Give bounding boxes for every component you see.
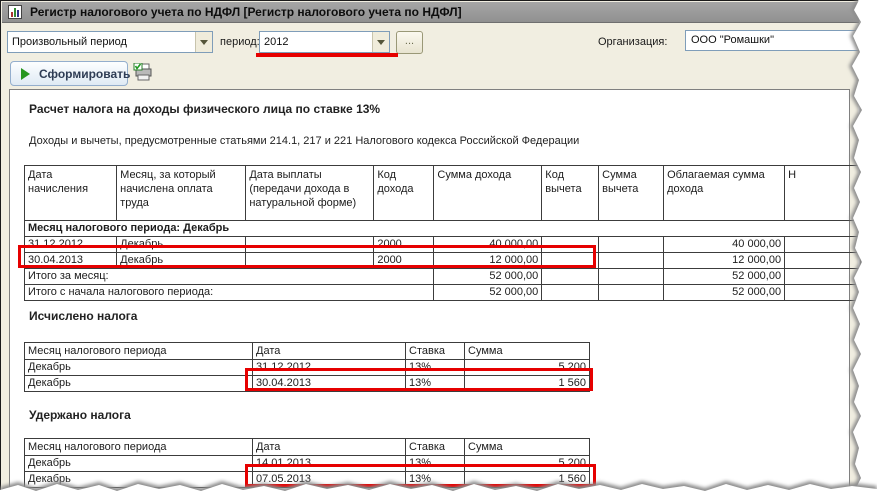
report-title: Расчет налога на доходы физического лица… [29, 102, 381, 116]
cell: 52 000,00 [433, 284, 543, 301]
toolbar: Произвольный период период: 2012 ... Орг… [2, 23, 860, 89]
period-value: 2012 [264, 36, 289, 48]
cell: 1 560 [464, 375, 590, 392]
withheld-table: Месяц налогового периода Дата Ставка Сум… [24, 438, 590, 488]
cell [541, 268, 600, 285]
col-header: Н [784, 165, 861, 221]
cell: 30.04.2013 [24, 252, 118, 269]
period-label: период: [220, 36, 260, 48]
col-header: Код дохода [373, 165, 435, 221]
group-label: Месяц налогового периода: Декабрь [24, 220, 861, 237]
cell [541, 284, 600, 301]
window-title: Регистр налогового учета по НДФЛ [Регист… [30, 5, 462, 19]
col-header: Ставка [405, 438, 465, 456]
report-icon [8, 5, 22, 19]
income-table-wrap: Дата начисления Месяц, за который начисл… [24, 165, 861, 301]
cell: 52 000,00 [433, 268, 543, 285]
cell: 40 000,00 [663, 236, 786, 253]
calculated-header-row: Месяц налогового периода Дата Ставка Сум… [24, 342, 590, 360]
cell: 13% [405, 375, 465, 392]
cell [598, 252, 665, 269]
col-header: Сумма [464, 438, 590, 456]
period-type-select[interactable]: Произвольный период [7, 31, 213, 53]
calculated-row-highlighted[interactable]: Декабрь 30.04.2013 13% 1 560 [24, 375, 590, 392]
torn-edge-bottom [0, 481, 877, 501]
torn-edge-right [849, 0, 877, 501]
period-picker-button[interactable]: ... [396, 31, 423, 54]
withheld-row-highlighted[interactable]: Декабрь 07.05.2013 13% 1 560 [24, 471, 590, 488]
col-header: Сумма [464, 342, 590, 360]
generate-button[interactable]: Сформировать [10, 61, 131, 86]
col-header: Облагаемая сумма дохода [663, 165, 786, 221]
col-header: Сумма вычета [598, 165, 665, 221]
organization-label: Организация: [598, 36, 668, 48]
cell: Декабрь [24, 455, 253, 472]
total-label: Итого за месяц: [24, 268, 435, 285]
total-month-row: Итого за месяц: 52 000,00 52 000,00 [24, 268, 861, 285]
annotation-box-income-row [18, 245, 596, 268]
report-area: Расчет налога на доходы физического лица… [9, 89, 861, 495]
print-icon[interactable] [133, 63, 154, 82]
withheld-section-title: Удержано налога [29, 408, 131, 422]
cell: 52 000,00 [663, 268, 786, 285]
col-header: Сумма дохода [433, 165, 543, 221]
group-row: Месяц налогового периода: Декабрь [24, 220, 861, 237]
col-header: Месяц налогового периода [24, 342, 253, 360]
chevron-down-icon[interactable] [372, 32, 389, 52]
cell: Декабрь [24, 375, 253, 392]
cell [598, 236, 665, 253]
cell: 30.04.2013 [252, 375, 406, 392]
organization-field[interactable]: ООО "Ромашки" [685, 30, 860, 51]
play-icon [21, 67, 30, 80]
cell: 12 000,00 [663, 252, 786, 269]
cell [598, 268, 665, 285]
col-header: Дата начисления [24, 165, 118, 221]
col-header: Дата [252, 438, 406, 456]
col-header: Дата выплаты (передачи дохода в натураль… [245, 165, 375, 221]
period-input[interactable]: 2012 [259, 31, 390, 53]
chevron-down-icon[interactable] [195, 32, 212, 52]
annotation-underline-period [256, 53, 398, 57]
cell: 52 000,00 [663, 284, 786, 301]
total-period-row: Итого с начала налогового периода: 52 00… [24, 284, 861, 301]
calculated-section-title: Исчислено налога [29, 309, 138, 323]
cell [598, 284, 665, 301]
report-subtitle: Доходы и вычеты, предусмотренные статьям… [29, 135, 580, 147]
withheld-header-row: Месяц налогового периода Дата Ставка Сум… [24, 438, 590, 456]
total-label: Итого с начала налогового периода: [24, 284, 435, 301]
col-header: Дата [252, 342, 406, 360]
col-header: Месяц налогового периода [24, 438, 253, 456]
cell: 07.05.2013 [252, 471, 406, 488]
income-header-row: Дата начисления Месяц, за который начисл… [24, 165, 861, 221]
col-header: Ставка [405, 342, 465, 360]
calculated-table: Месяц налогового периода Дата Ставка Сум… [24, 342, 590, 392]
calculated-row[interactable]: Декабрь 31.12.2012 13% 5 200 [24, 359, 590, 376]
col-header: Месяц, за который начислена оплата труда [116, 165, 247, 221]
cell: 2000 [373, 236, 435, 253]
annotation-box-calculated-row [245, 368, 593, 391]
period-type-value: Произвольный период [12, 36, 127, 48]
cell: Декабрь [24, 359, 253, 376]
income-table: Дата начисления Месяц, за который начисл… [24, 165, 861, 301]
window-titlebar: Регистр налогового учета по НДФЛ [Регист… [2, 2, 859, 23]
col-header: Код вычета [541, 165, 600, 221]
generate-button-label: Сформировать [39, 66, 131, 81]
